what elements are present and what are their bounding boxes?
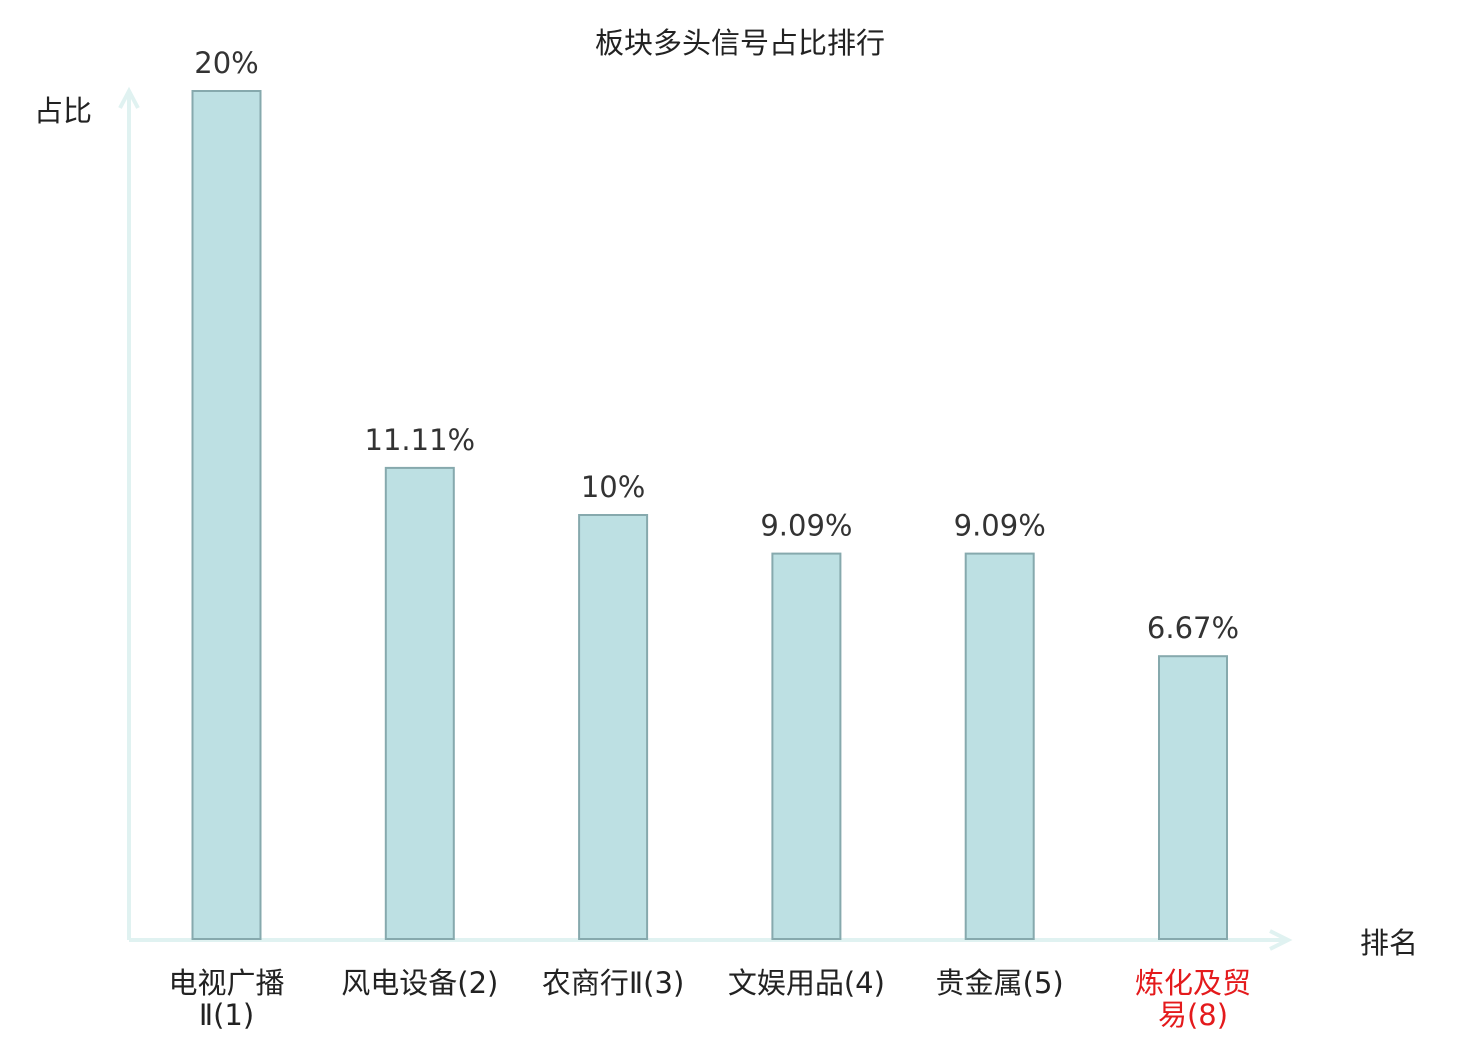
x-axis-arrow [1269,929,1293,951]
value-label-1: 20% [194,46,258,80]
category-label-5: 贵金属(5) [936,966,1064,1000]
y-axis-arrow [118,86,140,109]
value-label-3: 10% [581,470,645,504]
bar-6 [1158,655,1228,940]
category-label-6-line-2: 易(8) [1158,998,1228,1032]
x-axis-label: 排名 [1360,926,1418,960]
bar-2 [384,466,455,940]
bar-4 [771,552,842,940]
value-label-4: 9.09% [760,509,852,543]
category-label-6-line-1: 炼化及贸 [1135,966,1251,1000]
category-label-1-line-2: Ⅱ(1) [199,998,254,1032]
chart-title: 板块多头信号占比排行 [595,26,885,60]
value-label-5: 9.09% [954,509,1046,543]
bar-5 [964,552,1035,940]
bar-1 [191,90,262,940]
category-label-3: 农商行Ⅱ(3) [542,966,684,1000]
category-label-4: 文娱用品(4) [728,966,885,1000]
value-label-2: 11.11% [365,423,476,457]
bar-3 [578,514,649,940]
category-label-2: 风电设备(2) [341,966,498,1000]
y-axis-label: 占比 [34,94,92,128]
value-label-6: 6.67% [1147,611,1239,645]
category-label-1-line-1: 电视广播 [168,966,284,1000]
